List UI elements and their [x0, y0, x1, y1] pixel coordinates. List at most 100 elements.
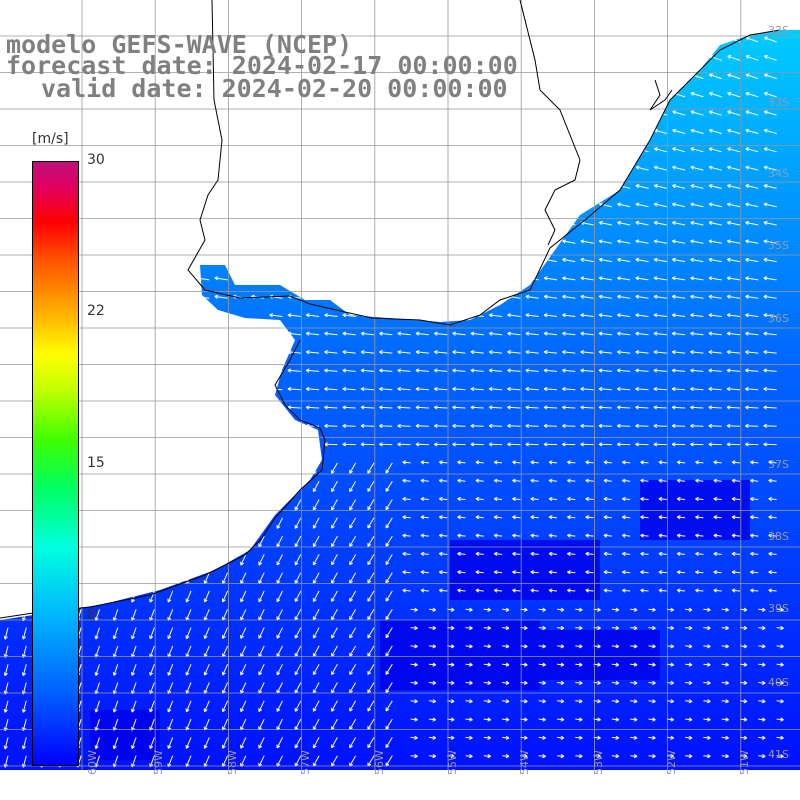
wind-arrow: [598, 239, 612, 244]
wind-arrow: [556, 625, 565, 631]
wind-arrow: [768, 570, 777, 575]
wind-arrow: [502, 662, 510, 667]
wind-arrow: [465, 735, 473, 740]
wind-arrow: [763, 313, 777, 318]
wind-arrow: [397, 368, 411, 373]
wind-arrow: [763, 91, 777, 98]
wind-arrow: [703, 680, 711, 686]
wind-arrow: [713, 551, 722, 556]
wind-arrow: [452, 423, 466, 428]
wind-arrow: [768, 478, 777, 483]
wind-arrow: [635, 442, 649, 447]
wind-arrow: [731, 551, 741, 556]
wind-arrow: [580, 368, 594, 373]
wind-arrow: [726, 368, 741, 373]
wind-arrow: [185, 590, 192, 603]
wind-arrow: [3, 700, 9, 713]
wind-arrow: [653, 294, 667, 299]
wind-arrow: [349, 700, 357, 712]
wind-arrow: [420, 460, 429, 465]
wind-arrow: [258, 517, 265, 530]
wind-arrow: [349, 663, 357, 676]
wind-arrow: [433, 405, 448, 410]
wind-arrow: [402, 551, 411, 556]
wind-arrow: [525, 442, 539, 447]
wind-arrow: [367, 590, 375, 602]
wind-arrow: [530, 478, 539, 483]
wind-arrow: [530, 496, 539, 502]
wind-arrow: [428, 625, 437, 631]
wind-arrow: [294, 627, 302, 639]
wind-arrow: [745, 54, 759, 61]
wind-arrow: [488, 294, 503, 299]
wind-arrow: [488, 313, 503, 318]
wind-arrow: [611, 644, 620, 649]
wind-arrow: [721, 644, 729, 649]
wind-arrow: [685, 644, 693, 649]
wind-arrow: [507, 386, 521, 392]
wind-arrow: [538, 625, 546, 631]
wind-arrow: [575, 735, 583, 740]
wind-arrow: [562, 386, 576, 392]
wind-arrow: [621, 478, 631, 483]
wind-arrow: [616, 331, 631, 336]
wind-arrow: [94, 664, 100, 676]
wind-arrow: [360, 368, 375, 373]
wind-arrow: [745, 294, 759, 299]
wind-arrow: [438, 551, 448, 556]
wind-arrow: [635, 147, 649, 153]
wind-arrow: [367, 663, 375, 675]
wind-arrow: [483, 607, 492, 612]
wind-arrow: [367, 499, 375, 511]
wind-arrow: [562, 405, 576, 410]
wind-arrow: [240, 627, 247, 639]
wind-arrow: [690, 165, 704, 171]
wind-arrow: [635, 405, 649, 410]
wind-arrow: [776, 662, 784, 667]
wind-arrow: [258, 737, 265, 749]
wind-arrow: [703, 662, 711, 667]
wind-arrow: [708, 202, 722, 208]
wind-arrow: [703, 644, 711, 649]
wind-arrow: [342, 313, 356, 318]
wind-arrow: [488, 405, 503, 410]
wind-arrow: [585, 478, 594, 483]
wind-arrow: [758, 680, 766, 686]
wind-arrow: [312, 499, 320, 511]
wind-arrow: [367, 480, 375, 492]
wind-arrow: [575, 699, 583, 704]
wind-arrow: [598, 257, 612, 263]
wind-arrow: [475, 533, 484, 538]
wind-arrow: [750, 460, 759, 465]
wind-arrow: [457, 496, 466, 502]
wind-arrow: [543, 442, 558, 447]
wind-arrow: [167, 590, 174, 603]
wind-arrow: [507, 442, 521, 447]
lat-label: 32S: [768, 24, 789, 37]
wind-arrow: [726, 442, 741, 447]
wind-arrow: [630, 699, 638, 704]
wind-arrow: [543, 331, 558, 336]
wind-arrow: [488, 368, 503, 373]
wind-arrow: [580, 202, 594, 208]
wind-arrow: [731, 460, 741, 465]
wind-arrow: [630, 625, 638, 631]
wind-arrow: [616, 386, 631, 392]
wind-arrow: [685, 680, 693, 686]
wind-arrow: [672, 165, 686, 171]
wind-arrow: [745, 423, 759, 428]
wind-arrow: [585, 460, 594, 465]
wind-arrow: [562, 239, 576, 244]
wind-arrow: [616, 405, 631, 410]
wind-arrow: [763, 386, 777, 392]
wind-arrow: [276, 590, 283, 603]
lat-label: 40S: [768, 676, 789, 689]
wind-arrow: [721, 754, 729, 759]
wind-arrow: [617, 313, 631, 318]
wind-arrow: [410, 717, 418, 722]
wind-arrow: [776, 680, 784, 686]
wind-arrow: [367, 645, 375, 657]
wind-arrow: [342, 349, 356, 355]
wind-arrow: [502, 607, 510, 612]
wind-arrow: [713, 478, 722, 483]
